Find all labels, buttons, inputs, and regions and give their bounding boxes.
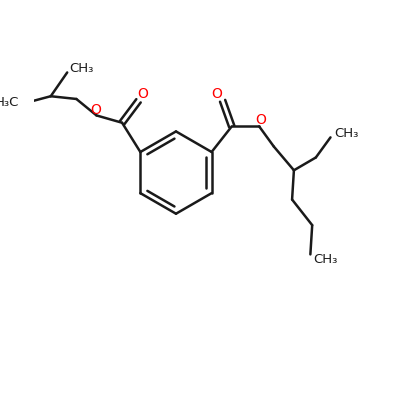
Text: O: O xyxy=(256,113,266,127)
Text: O: O xyxy=(90,103,101,117)
Text: H₃C: H₃C xyxy=(0,96,19,109)
Text: CH₃: CH₃ xyxy=(70,62,94,75)
Text: CH₃: CH₃ xyxy=(334,127,358,140)
Text: O: O xyxy=(138,87,148,101)
Text: O: O xyxy=(211,87,222,101)
Text: CH₃: CH₃ xyxy=(314,253,338,266)
